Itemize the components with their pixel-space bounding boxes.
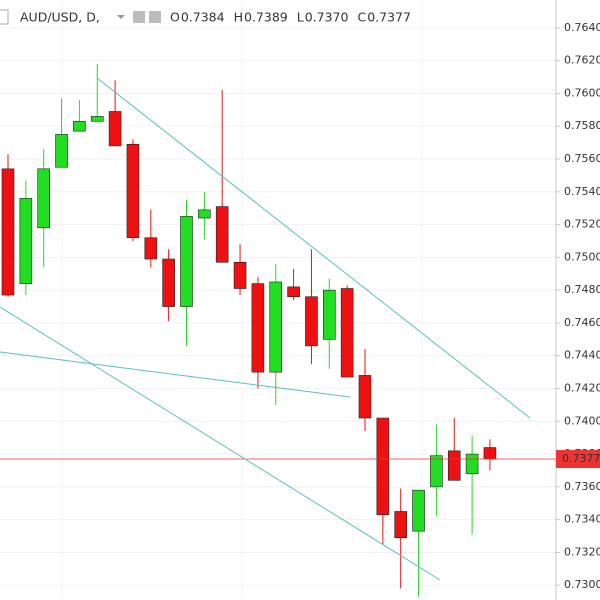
y-tick-label: 0.7560 [564, 152, 600, 165]
body [108, 111, 122, 147]
icon[interactable] [133, 11, 145, 23]
ohlc-key: O [170, 10, 180, 25]
ohlc: O 0.7384 H 0.7389 L 0.7370 C 0.7377 [170, 10, 411, 25]
body [126, 143, 140, 239]
body [251, 283, 265, 373]
dropdown[interactable] [117, 15, 125, 19]
y-tick-label: 0.7580 [564, 119, 600, 132]
body [73, 121, 86, 132]
y-tick-label: 0.7520 [564, 218, 600, 231]
body [37, 168, 51, 229]
body [447, 450, 461, 481]
body [162, 258, 175, 307]
body [180, 216, 193, 307]
y-tick-label: 0.7480 [564, 283, 600, 296]
ohlc-value: 0.7370 [305, 10, 349, 25]
trendline [0, 306, 441, 581]
header: AUD/USD, D, O 0.7384 H 0.7389 L 0.7370 C 0.7377 [0, 9, 411, 25]
body [394, 511, 408, 539]
y-tick-label: 0.7300 [564, 578, 600, 591]
y-tick-label: 0.7540 [564, 185, 600, 198]
y-tick-label: 0.7340 [564, 513, 600, 526]
body [90, 116, 104, 122]
body [340, 288, 354, 378]
y-tick-label: 0.7460 [564, 316, 600, 329]
y-tick-label: 0.7400 [564, 414, 600, 427]
body [430, 455, 443, 488]
ohlc-value: 0.7377 [367, 10, 411, 25]
price-label: 0.7377 [562, 452, 600, 465]
body [322, 289, 336, 340]
ohlc-key: L [297, 10, 304, 25]
y-tick-label: 0.7440 [564, 349, 600, 362]
price-label-box [556, 450, 600, 469]
body [465, 453, 479, 475]
body [1, 168, 15, 296]
body [215, 206, 229, 263]
y-tick-label: 0.7600 [564, 86, 600, 99]
body [483, 447, 497, 460]
body [233, 261, 247, 289]
y-tick-label: 0.7360 [564, 480, 600, 493]
body [358, 375, 372, 419]
ohlc-key: H [234, 10, 243, 25]
y-tick-label: 0.7640 [564, 21, 600, 34]
body [376, 417, 390, 516]
y-tick-label: 0.7620 [564, 54, 600, 67]
trendlines [0, 77, 531, 581]
body [412, 489, 425, 532]
body [198, 209, 211, 219]
body [144, 237, 158, 260]
y-tick-label: 0.7320 [564, 545, 600, 558]
trendline [0, 351, 351, 398]
y-tick-label: 0.7420 [564, 382, 600, 395]
icon[interactable] [149, 11, 161, 23]
axis-labels: 0.73000.73200.73400.73600.73800.74000.74… [556, 21, 600, 591]
body [305, 296, 318, 347]
plot [0, 63, 556, 597]
ohlc-value: 0.7389 [244, 10, 288, 25]
ohlc-value: 0.7384 [181, 10, 225, 25]
icon[interactable] [0, 9, 9, 25]
y-tick-label: 0.7500 [564, 250, 600, 263]
body [55, 134, 68, 168]
symbol: AUD/USD, D, [20, 10, 100, 25]
body [287, 286, 300, 298]
body [19, 198, 33, 284]
trendline [96, 77, 531, 419]
ohlc-key: C [357, 10, 366, 25]
body [269, 281, 283, 373]
